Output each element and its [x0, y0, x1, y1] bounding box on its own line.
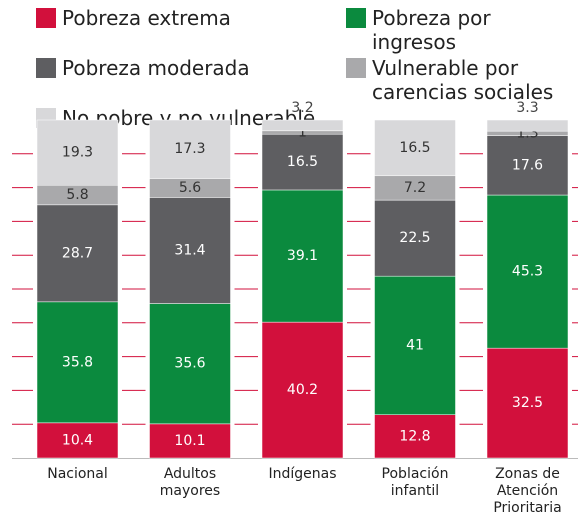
value-label: 17.6 [512, 157, 543, 173]
value-label: 32.5 [512, 395, 543, 411]
value-label: 10.1 [174, 433, 205, 449]
bar-segment [486, 347, 569, 459]
bar-segment [149, 423, 231, 459]
bar-segment [36, 119, 119, 186]
value-label: 5.8 [66, 187, 88, 203]
value-label: 17.3 [174, 141, 205, 157]
x-tick-label: Zonas de Atención Prioritaria [493, 466, 562, 516]
bar-segment [261, 189, 344, 323]
bar-segment [149, 197, 231, 304]
bar-segment [486, 135, 569, 196]
bar-segment [261, 133, 344, 191]
bar-segment [36, 204, 119, 303]
bar-segment [36, 301, 119, 424]
value-label: 1 [298, 125, 307, 141]
value-label: 41 [406, 337, 424, 353]
value-label: 19.3 [62, 145, 93, 161]
value-label: 22.5 [399, 230, 430, 246]
value-label: 3.2 [291, 100, 313, 116]
legend-item: Pobreza por ingresos [346, 6, 576, 54]
legend-label: Pobreza por ingresos [372, 6, 491, 54]
legend-label: Pobreza extrema [62, 6, 231, 30]
bar-segment [374, 199, 456, 277]
value-label: 12.8 [399, 428, 430, 444]
legend-label: Vulnerable por carencias sociales [372, 56, 554, 104]
bar-segment [36, 422, 119, 459]
value-label: 35.6 [174, 356, 205, 372]
value-label: 40.2 [287, 382, 318, 398]
value-label: 39.1 [287, 248, 318, 264]
value-label: 45.3 [512, 264, 543, 280]
legend-item: Pobreza moderada [36, 56, 346, 104]
x-tick-label: Población infantil [381, 466, 449, 499]
value-label: 35.8 [62, 354, 93, 370]
value-label: 31.4 [174, 242, 205, 258]
bar-segment [374, 175, 456, 201]
legend: Pobreza extrema Pobreza por ingresos Pobre… [36, 6, 576, 130]
value-label: 10.4 [62, 432, 93, 448]
value-label: 3.3 [516, 100, 538, 116]
legend-item: Pobreza extrema [36, 6, 346, 54]
bar-segment [486, 119, 569, 132]
x-tick-label: Nacional [47, 466, 108, 482]
x-tick-label: Adultos mayores [159, 466, 221, 499]
value-label: 7.2 [404, 180, 426, 196]
value-label: 16.5 [287, 154, 318, 170]
legend-swatch [36, 8, 56, 28]
value-label: 16.5 [399, 140, 430, 156]
legend-label: Pobreza moderada [62, 56, 250, 80]
legend-item: Vulnerable por carencias sociales [346, 56, 576, 104]
value-label: 28.7 [62, 245, 93, 261]
bar-segment [374, 119, 456, 177]
bar-segment [261, 119, 344, 132]
x-tick-label: Indígenas [268, 466, 337, 482]
bar-segment [149, 119, 231, 179]
legend-swatch [346, 8, 366, 28]
value-label: 5.6 [179, 180, 201, 196]
legend-swatch [36, 58, 56, 78]
bar-segment [261, 321, 344, 459]
bar-segment [149, 303, 231, 425]
bar-segment [486, 194, 569, 349]
bar-segment [374, 414, 456, 459]
bar-segment [374, 275, 456, 415]
legend-swatch [346, 58, 366, 78]
